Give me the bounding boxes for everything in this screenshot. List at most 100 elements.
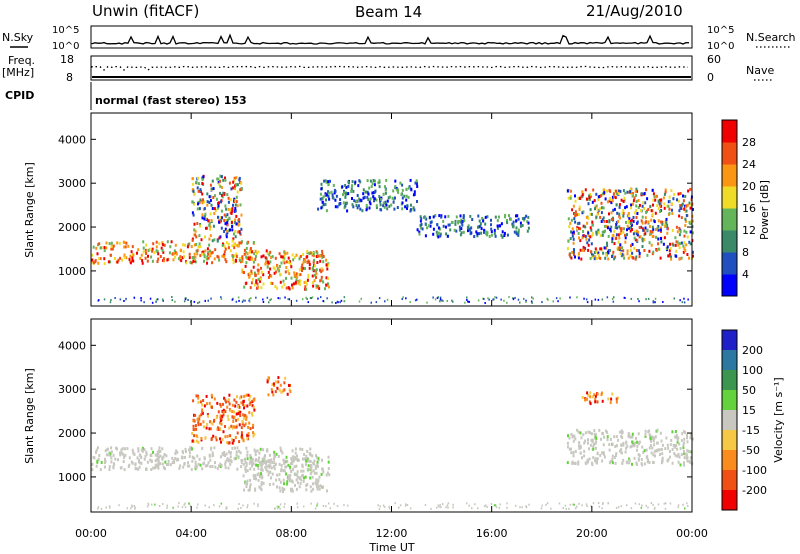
x-tick-label-5: 20:00 [576, 527, 608, 540]
velocity-cell-754 [296, 470, 299, 474]
power-cell-503 [264, 262, 267, 266]
velocity-cell-150 [240, 465, 243, 469]
power-cell-1562 [679, 230, 682, 233]
velocity-cell-662 [317, 485, 320, 489]
power-cell-1234 [646, 197, 649, 201]
power-cell-454 [195, 235, 198, 239]
power-cell-1239 [589, 208, 592, 212]
power-cell-459 [235, 195, 238, 199]
power-cell-1531 [622, 209, 625, 212]
power-noise-163 [305, 296, 307, 299]
power-noise-114 [140, 297, 142, 299]
velocity-cell-98 [157, 459, 160, 463]
power-cell-548 [253, 271, 256, 275]
velocity-cell-532 [197, 419, 200, 423]
velocity-cell-94 [246, 450, 249, 454]
velocity-cell-244 [95, 448, 98, 452]
power-cell-1072 [438, 214, 441, 218]
velocity-cell-224 [140, 461, 143, 465]
power-cell-1459 [577, 213, 580, 216]
power-noise-29 [244, 299, 246, 302]
power-cell-1126 [459, 233, 462, 237]
velocity-cell-1083 [648, 433, 651, 437]
power-noise-120 [652, 301, 654, 304]
velocity-cell-813 [271, 383, 274, 387]
velocity-cell-264 [121, 447, 124, 451]
power-cell-720 [317, 254, 320, 258]
power-cell-958 [481, 216, 484, 220]
power-cell-1555 [591, 220, 594, 224]
velocity-cell-747 [245, 462, 248, 465]
power-cell-967 [509, 217, 512, 221]
power-cell-179 [232, 255, 235, 259]
power-cell-126 [103, 246, 106, 249]
velocity-cell-651 [318, 475, 321, 479]
power-cell-1337 [571, 231, 574, 235]
power-cell-1354 [648, 241, 651, 245]
velocity-cell-17 [184, 447, 187, 451]
velocity-noise-152 [684, 507, 686, 510]
power-cell-1749 [683, 246, 686, 250]
power-cell-546 [280, 261, 283, 265]
power-cell-451 [201, 192, 204, 196]
power-cell-1335 [677, 192, 680, 196]
power-cell-1149 [677, 243, 680, 247]
velocity-cell-886 [588, 457, 591, 461]
power-cell-869 [401, 188, 404, 192]
power-cell-1306 [580, 257, 583, 261]
power-cell-1620 [644, 221, 647, 225]
power-cell-879 [368, 206, 371, 210]
power-cell-1251 [670, 257, 673, 261]
velocity-cell-1144 [588, 400, 591, 404]
power-cell-1272 [589, 235, 592, 239]
velocity-cell-784 [309, 466, 312, 470]
power-noise-118 [503, 299, 505, 302]
power-cell-1719 [683, 241, 686, 245]
velocity-cell-663 [282, 469, 285, 473]
velocity-cell-1077 [614, 461, 617, 465]
velocity-cell-399 [222, 408, 225, 412]
power-cell-66 [103, 257, 106, 261]
velocity-cell-415 [240, 395, 243, 399]
power-cell-959 [442, 224, 445, 228]
velocity-cell-904 [626, 444, 629, 448]
power-noise-91 [184, 297, 187, 299]
velocity-cell-1050 [631, 443, 634, 447]
power-cell-1073 [424, 234, 427, 238]
power-cell-1751 [671, 208, 673, 212]
power-cell-1712 [663, 192, 666, 196]
velocity-cell-1138 [611, 392, 614, 396]
velocity-noise-142 [333, 502, 335, 505]
power-cell-1608 [604, 229, 606, 233]
power-cell-1115 [469, 232, 472, 236]
x-tick-label-1: 04:00 [175, 527, 207, 540]
velocity-cell-477 [239, 414, 242, 417]
power-cell-857 [325, 198, 327, 202]
velocity-cell-299 [106, 448, 109, 452]
power-cell-856 [328, 197, 331, 201]
velocity-cell-632 [256, 464, 259, 467]
velocity-noise-129 [146, 505, 149, 508]
velocity-cell-787 [243, 488, 246, 492]
nsearch-label: N.Search [746, 31, 796, 44]
power-cell-103 [224, 247, 227, 251]
power-cell-167 [188, 252, 191, 256]
velocity-noise-19 [237, 507, 239, 510]
nave-trace [91, 65, 689, 71]
power-cell-1676 [672, 197, 675, 201]
velocity-cell-1152 [589, 395, 592, 399]
velocity-cell-927 [674, 430, 677, 433]
power-cell-1378 [586, 241, 589, 245]
velocity-cell-174 [264, 454, 267, 457]
velocity-noise-136 [274, 507, 276, 510]
velocity-noise-75 [452, 503, 454, 506]
power-cell-277 [210, 203, 213, 207]
power-cell-140 [148, 247, 151, 251]
velocity-cell-419 [209, 420, 212, 424]
velocity-cell-770 [295, 478, 298, 482]
velocity-cell-423 [210, 393, 213, 397]
power-cell-1496 [668, 199, 671, 203]
power-cell-1161 [615, 192, 618, 196]
power-cell-686 [292, 282, 295, 286]
velocity-cell-1080 [628, 458, 631, 462]
